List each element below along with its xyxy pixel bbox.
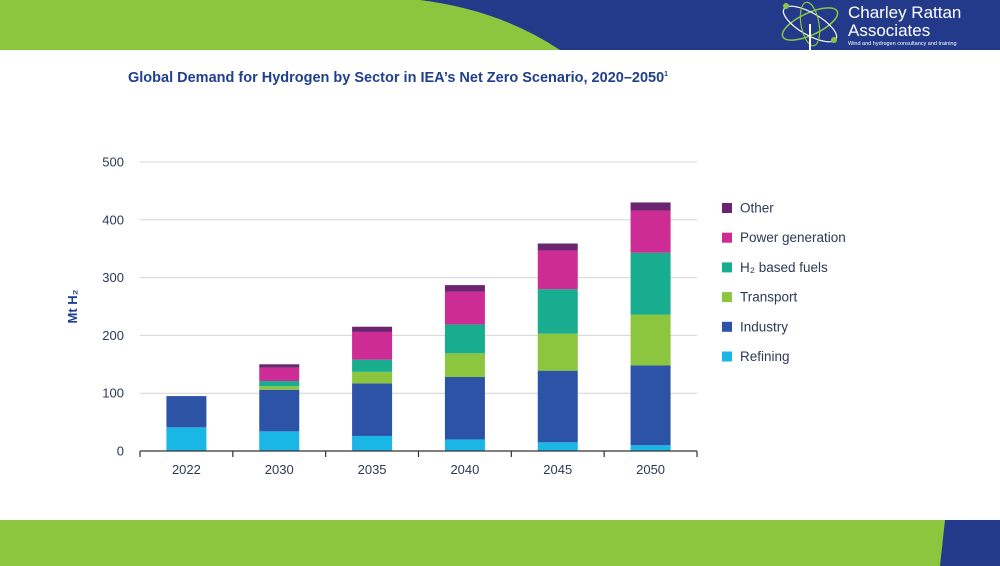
logo-name-line1: Charley Rattan bbox=[848, 3, 962, 22]
bar-segment bbox=[444, 377, 485, 440]
y-tick-label: 200 bbox=[102, 328, 124, 343]
bar-segment bbox=[444, 285, 485, 292]
footer-band bbox=[0, 520, 1000, 566]
legend-label: Refining bbox=[740, 349, 790, 364]
bar-segment bbox=[259, 381, 300, 387]
legend-label: Industry bbox=[740, 319, 788, 334]
legend-label: Other bbox=[740, 201, 774, 216]
y-tick-label: 300 bbox=[102, 270, 124, 285]
x-tick-label: 2050 bbox=[636, 462, 665, 477]
legend-swatch bbox=[722, 321, 732, 332]
bar-segment bbox=[259, 389, 300, 432]
stacked-bar-chart: 0 100 200 300 400 500 Mt H₂ 2022 2030 2035 2040 204… bbox=[65, 155, 846, 478]
x-tick-label: 2030 bbox=[265, 462, 294, 477]
legend-swatch bbox=[722, 292, 732, 303]
y-tick-label: 0 bbox=[117, 444, 124, 459]
bar-segment bbox=[259, 364, 300, 368]
y-tick-label: 500 bbox=[102, 155, 124, 170]
bar-segment bbox=[537, 333, 578, 371]
chart-title-text: Global Demand for Hydrogen by Sector in … bbox=[128, 70, 665, 86]
y-tick-label: 400 bbox=[102, 212, 124, 227]
bar-segment bbox=[352, 359, 393, 372]
atom-logo-icon bbox=[781, 1, 839, 50]
bar-segment bbox=[259, 367, 300, 382]
logo-tagline: Wind and hydrogen consultancy and traini… bbox=[848, 41, 957, 47]
bar-segment bbox=[352, 331, 393, 360]
legend-swatch bbox=[722, 232, 732, 243]
legend-swatch bbox=[722, 351, 732, 362]
bar-segment bbox=[630, 314, 671, 366]
footer-band-green bbox=[0, 520, 1000, 566]
bar-segment bbox=[630, 252, 671, 315]
company-logo: Charley Rattan Associates Wind and hydro… bbox=[772, 0, 1000, 50]
bar-segment bbox=[352, 326, 393, 332]
bar-segment bbox=[537, 289, 578, 334]
bar-segment bbox=[444, 439, 485, 451]
x-tick-label: 2040 bbox=[450, 462, 479, 477]
y-tick-label: 100 bbox=[102, 386, 124, 401]
footer-band-navy bbox=[940, 520, 1000, 566]
legend-swatch bbox=[722, 203, 732, 213]
legend-label: Power generation bbox=[740, 230, 846, 245]
x-tick-label: 2045 bbox=[543, 462, 572, 477]
header-band-navy bbox=[420, 0, 1000, 50]
bar-segment bbox=[444, 291, 485, 325]
bar-segment bbox=[166, 396, 207, 428]
bar-segment bbox=[352, 383, 393, 436]
bar-segment bbox=[537, 370, 578, 443]
chart-title-footnote: 1 bbox=[664, 71, 669, 79]
x-tick-label: 2022 bbox=[172, 462, 201, 477]
y-axis-title: Mt H₂ bbox=[65, 289, 80, 323]
bar-segment bbox=[630, 445, 671, 451]
bar-segment bbox=[352, 371, 393, 384]
bar-segment bbox=[166, 427, 207, 451]
logo-name-line2: Associates bbox=[848, 21, 931, 40]
legend-label: Transport bbox=[740, 290, 798, 305]
bar-segment bbox=[537, 250, 578, 290]
bar-segment bbox=[259, 386, 300, 390]
chart-title: Global Demand for Hydrogen by Sector in … bbox=[128, 70, 668, 86]
bar-segment bbox=[444, 324, 485, 354]
bar-segment bbox=[630, 210, 671, 253]
bar-segment bbox=[537, 442, 578, 451]
bar-segment bbox=[630, 365, 671, 446]
bar-segment bbox=[352, 435, 393, 451]
legend-label: H₂ based fuels bbox=[740, 260, 828, 275]
logo-name: Charley Rattan Associates bbox=[848, 4, 961, 40]
bar-segment bbox=[444, 353, 485, 378]
x-tick-label: 2035 bbox=[358, 462, 387, 477]
bar-segment bbox=[259, 431, 300, 451]
bar-segment bbox=[630, 202, 671, 211]
bar-segment bbox=[537, 243, 578, 251]
legend-swatch bbox=[722, 262, 732, 273]
